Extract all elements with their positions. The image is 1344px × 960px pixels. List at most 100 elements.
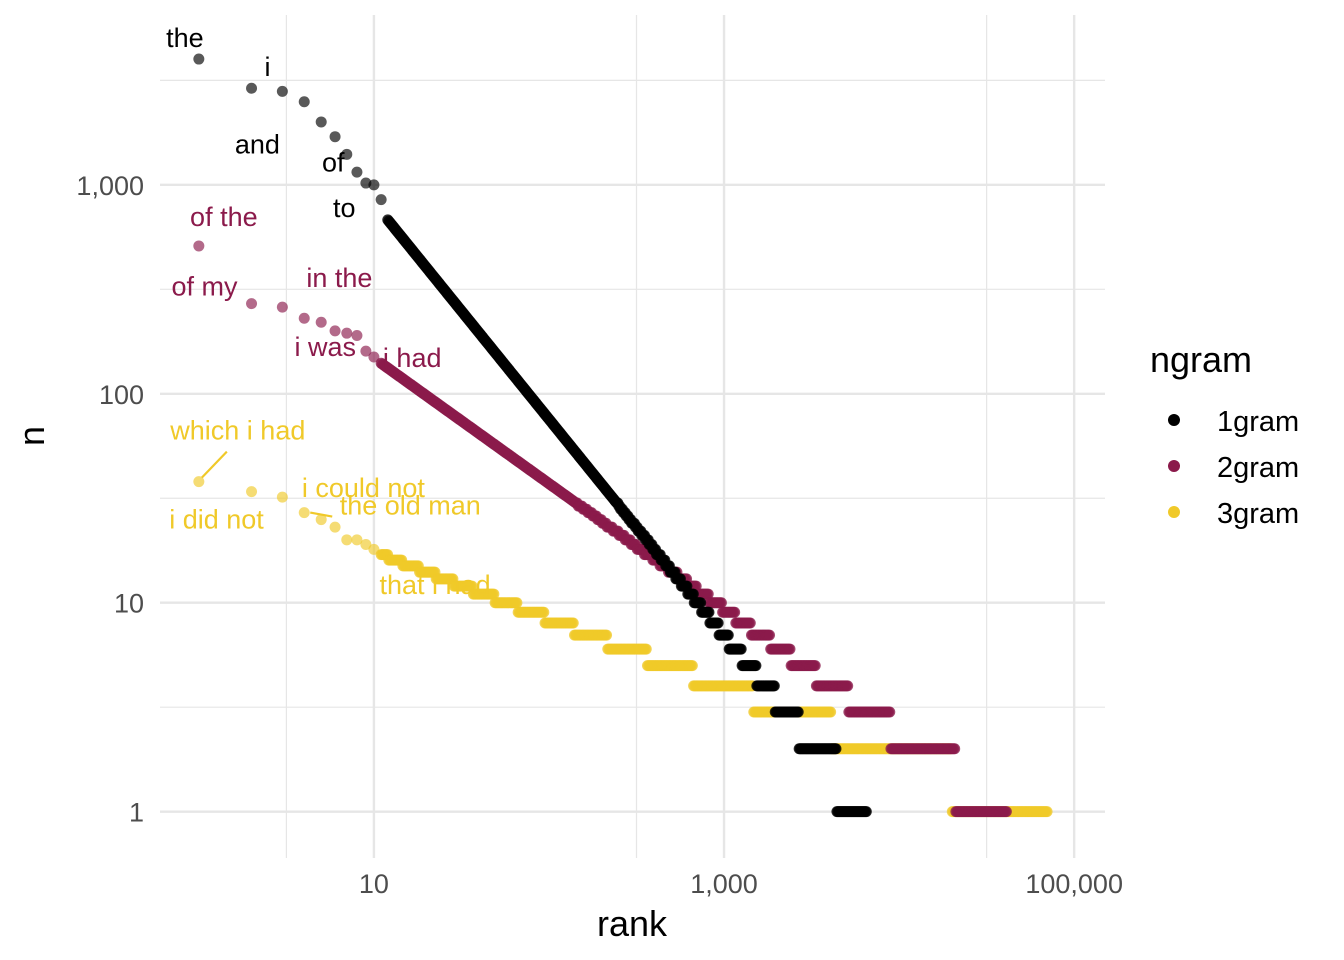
1gram-point-4 bbox=[298, 96, 310, 108]
1gram-tail-point-400 bbox=[750, 660, 762, 672]
2gram-tail-point-361 bbox=[809, 660, 821, 672]
label-leaders bbox=[201, 450, 333, 518]
legend-label-1gram: 1gram bbox=[1217, 406, 1299, 438]
1gram-point-5 bbox=[315, 116, 327, 128]
y-tick-label-0: 1 bbox=[129, 798, 144, 828]
1gram-point-8 bbox=[351, 166, 363, 178]
2gram-tail-point-283 bbox=[715, 597, 727, 609]
1gram-point-10 bbox=[368, 179, 380, 191]
3gram-point-2 bbox=[246, 486, 258, 498]
2gram-tail-point-340 bbox=[784, 643, 796, 655]
1gram-label-5: to bbox=[333, 193, 356, 223]
tick-labels: 1 10 100 1,000 10 1,000 100,000 bbox=[76, 171, 1123, 899]
2gram-tail-point-388 bbox=[842, 680, 854, 692]
1gram-tail-point-370 bbox=[722, 629, 734, 641]
2gram-point-2 bbox=[246, 298, 258, 310]
1gram-point-1 bbox=[193, 53, 205, 65]
3gram-tail-point-520 bbox=[1041, 806, 1053, 818]
3gram-label-5: that i had bbox=[380, 570, 491, 600]
1gram-tail-point-340 bbox=[695, 597, 707, 609]
x-tick-label-1: 1,000 bbox=[690, 869, 758, 899]
3gram-tail-point-127 bbox=[538, 606, 550, 618]
3gram-point-3 bbox=[276, 491, 288, 503]
2gram-label-2: of my bbox=[172, 272, 239, 302]
2gram-point-7 bbox=[341, 327, 353, 339]
data-points bbox=[193, 53, 1053, 818]
2gram-label-4: i was bbox=[294, 332, 356, 362]
legend-label-3gram: 3gram bbox=[1217, 498, 1299, 530]
y-tick-label-3: 1,000 bbox=[76, 171, 144, 201]
legend-key-1gram bbox=[1168, 414, 1180, 426]
legend-label-2gram: 2gram bbox=[1217, 452, 1299, 484]
x-tick-label-0: 10 bbox=[359, 869, 389, 899]
3gram-point-9 bbox=[360, 538, 372, 550]
y-tick-label-1: 10 bbox=[114, 589, 144, 619]
2gram-tail-point-520 bbox=[1000, 806, 1012, 818]
3gram-tail-point-106 bbox=[511, 597, 523, 609]
grid-lines bbox=[160, 15, 1105, 858]
2gram-point-4 bbox=[298, 312, 310, 324]
y-tick-label-2: 100 bbox=[99, 380, 144, 410]
3gram-tail-point-150 bbox=[567, 617, 579, 629]
2gram-tail-point-272 bbox=[702, 588, 714, 600]
1gram-label-3: and bbox=[235, 129, 280, 159]
2gram-label-5: i had bbox=[383, 343, 442, 373]
3gram-point-6 bbox=[329, 521, 341, 533]
3gram-tail-point-351 bbox=[825, 706, 837, 718]
1gram-point-7 bbox=[341, 148, 353, 160]
3gram-point-5 bbox=[315, 514, 327, 526]
1gram-tail-point-384 bbox=[735, 643, 747, 655]
legend-title: ngram bbox=[1150, 339, 1252, 380]
2gram-tail-point-477 bbox=[949, 743, 961, 755]
3gram-label-3: i could not bbox=[302, 473, 426, 503]
1gram-tail-point-420 bbox=[768, 680, 780, 692]
2gram-point-5 bbox=[315, 316, 327, 328]
2gram-point-6 bbox=[329, 325, 341, 337]
1gram-label-2: i bbox=[265, 52, 271, 82]
3gram-point-7 bbox=[341, 534, 353, 546]
2gram-point-10 bbox=[368, 351, 380, 363]
y-axis-title: n bbox=[11, 426, 52, 446]
1gram-tail-point-359 bbox=[712, 617, 724, 629]
3gram-label-1: which i had bbox=[169, 416, 305, 446]
legend-key-3gram bbox=[1168, 506, 1180, 518]
3gram-leader-1 bbox=[201, 450, 228, 479]
2gram-label-3: in the bbox=[306, 263, 372, 293]
2gram-point-9 bbox=[360, 345, 372, 357]
1gram-label-4: of bbox=[322, 148, 345, 178]
1gram-tail-point-446 bbox=[792, 706, 804, 718]
1gram-tail-point-487 bbox=[830, 743, 842, 755]
3gram-tail-point-243 bbox=[686, 660, 698, 672]
1gram-point-3 bbox=[276, 85, 288, 97]
3gram-label-2: i did not bbox=[169, 505, 264, 535]
1gram-tail-point-349 bbox=[703, 606, 715, 618]
3gram-point-4 bbox=[298, 507, 310, 519]
1gram-point-6 bbox=[329, 131, 341, 143]
2gram-label-1: of the bbox=[190, 202, 258, 232]
3gram-tail-point-88 bbox=[488, 588, 500, 600]
point-labels: the i and of to of the of my in the i was i had wh… bbox=[166, 23, 491, 600]
2gram-tail-point-323 bbox=[764, 629, 776, 641]
1gram-tail-point-332 bbox=[687, 588, 699, 600]
3gram-tail-point-176 bbox=[601, 629, 613, 641]
2gram-tail-point-423 bbox=[884, 706, 896, 718]
3gram-tail-point-207 bbox=[640, 643, 652, 655]
3gram-leader-4 bbox=[310, 511, 333, 518]
x-axis-title: rank bbox=[597, 903, 668, 944]
legend: ngram 1gram 2gram 3gram bbox=[1150, 339, 1299, 530]
2gram-tail-point-294 bbox=[729, 606, 741, 618]
2gram-point-8 bbox=[351, 330, 363, 342]
1gram-tail-point-520 bbox=[860, 806, 872, 818]
3gram-point-1 bbox=[193, 476, 205, 488]
x-tick-label-2: 100,000 bbox=[1025, 869, 1123, 899]
legend-key-2gram bbox=[1168, 460, 1180, 472]
2gram-tail-point-307 bbox=[744, 617, 756, 629]
3gram-label-4: the old man bbox=[340, 491, 481, 521]
3gram-point-8 bbox=[351, 534, 363, 546]
2gram-point-3 bbox=[276, 301, 288, 313]
2gram-point-1 bbox=[193, 240, 205, 252]
1gram-point-11 bbox=[375, 194, 387, 206]
1gram-label-1: the bbox=[166, 23, 204, 53]
